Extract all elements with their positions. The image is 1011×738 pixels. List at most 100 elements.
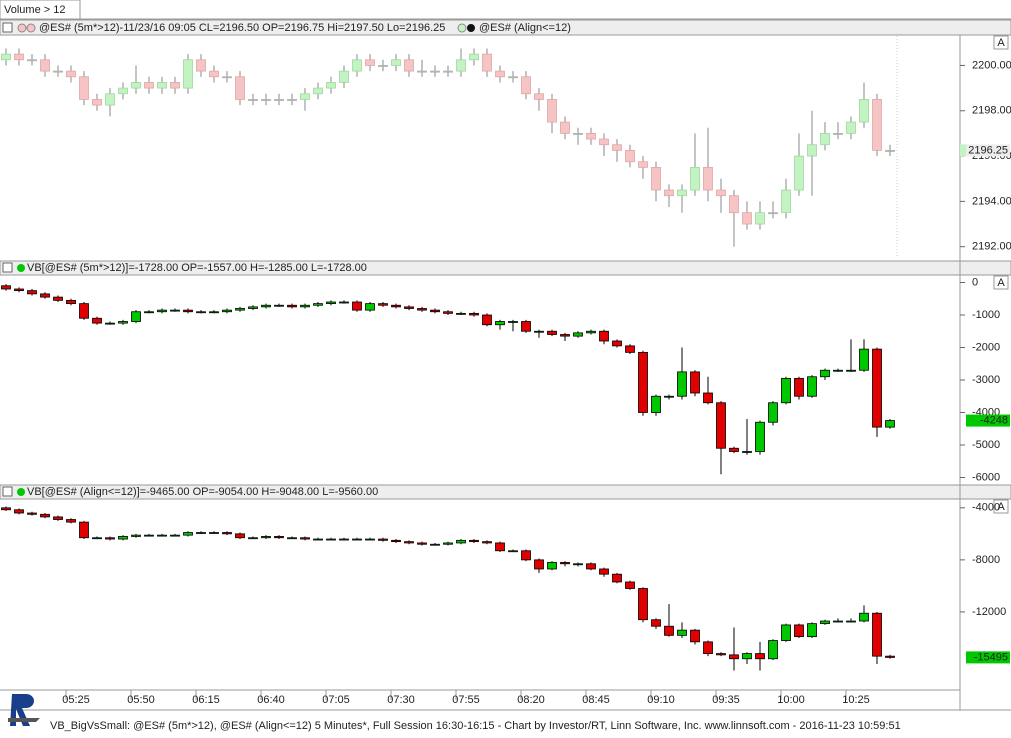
x-tick-label: 09:10: [647, 694, 675, 706]
candle-body: [274, 99, 284, 101]
candle-body: [53, 296, 63, 301]
candle-body: [274, 304, 284, 307]
candle-body: [859, 348, 869, 371]
candle-body: [92, 317, 102, 324]
candle-body: [40, 293, 50, 298]
candle-body: [170, 82, 180, 89]
candle-body: [66, 70, 76, 78]
candle-body: [716, 189, 726, 197]
candle-body: [27, 512, 37, 515]
candle-body: [820, 369, 830, 378]
candle-body: [521, 76, 531, 95]
candle-body: [404, 306, 414, 309]
candle-body: [638, 351, 648, 413]
candle-body: [521, 321, 531, 332]
candle-body: [248, 306, 258, 309]
candle-body: [846, 121, 856, 134]
candle-body: [768, 640, 778, 660]
last-value-label: -4248: [980, 414, 1008, 426]
candle-body: [339, 538, 349, 541]
last-value-tab: [960, 144, 966, 157]
candle-body: [560, 121, 570, 134]
candle-body: [495, 70, 505, 78]
icon: [467, 24, 475, 32]
scale-button-label[interactable]: A: [997, 37, 1005, 49]
icon: [17, 488, 25, 496]
candle-body: [365, 59, 375, 66]
scale-button[interactable]: [993, 275, 1009, 290]
icon: [17, 23, 27, 33]
scale-button[interactable]: [993, 35, 1009, 50]
header: VB[@ES# (5m*>12)]=-1728.00 OP=-1557.00 H…: [27, 262, 367, 274]
candle-body: [625, 149, 635, 163]
close-box[interactable]: [2, 486, 13, 497]
candle-body: [92, 537, 102, 540]
candle-body: [729, 654, 739, 660]
tab-label[interactable]: Volume > 12: [4, 4, 65, 16]
candle-body: [508, 76, 518, 79]
candle-body: [664, 625, 674, 636]
scale-button[interactable]: [993, 499, 1009, 514]
candle-body: [664, 395, 674, 398]
candle-body: [586, 563, 596, 570]
candle-body: [885, 420, 895, 428]
header: @ES# (5m*>12)-11/23/16 09:05 CL=2196.50 …: [39, 22, 445, 34]
candle-body: [534, 93, 544, 100]
candle-body: [833, 369, 843, 372]
icon: [17, 264, 25, 272]
candle-body: [1, 53, 11, 61]
candle-body: [859, 99, 869, 123]
candle-body: [261, 99, 271, 101]
candle-body: [677, 371, 687, 397]
tab[interactable]: [0, 0, 81, 20]
candle-body: [131, 82, 141, 89]
candle-body: [326, 82, 336, 89]
y-tick-label: 2200.00: [972, 59, 1011, 71]
panel-header: [0, 19, 1011, 36]
close-box[interactable]: [2, 262, 13, 273]
candle-body: [690, 371, 700, 394]
candle-body: [755, 421, 765, 452]
x-tick-label: 06:40: [257, 694, 285, 706]
footer: VB_BigVsSmall: @ES# (5m*>12), @ES# (Alig…: [50, 720, 901, 732]
candle-body: [664, 189, 674, 197]
y-tick-label: -1000: [972, 309, 1000, 321]
candle-body: [196, 311, 206, 314]
candle-body: [287, 537, 297, 540]
candle-body: [404, 59, 414, 72]
candle-body: [183, 309, 193, 313]
candle-body: [456, 312, 466, 315]
scale-button-label[interactable]: A: [997, 501, 1005, 513]
x-tick-label: 07:30: [387, 694, 415, 706]
candle-body: [105, 93, 115, 106]
candle-body: [560, 562, 570, 565]
candle-body: [729, 195, 739, 214]
y-tick-label: -6000: [972, 471, 1000, 483]
y-tick-label: -8000: [972, 554, 1000, 566]
x-tick-label: 09:35: [712, 694, 740, 706]
candle-body: [118, 321, 128, 324]
candle-body: [599, 138, 609, 146]
candle-body: [53, 516, 63, 520]
candle-body: [79, 303, 89, 319]
candle-body: [716, 653, 726, 656]
x-tick-label: 06:15: [192, 694, 220, 706]
candle-body: [1, 285, 11, 290]
y-tick-label: -3000: [972, 374, 1000, 386]
candle-body: [521, 550, 531, 561]
y-tick-label: 2194.00: [972, 195, 1011, 207]
candle-body: [690, 629, 700, 643]
candle-body: [573, 563, 583, 566]
candle-body: [157, 309, 167, 313]
candle-body: [573, 133, 583, 135]
candle-body: [144, 534, 154, 537]
candle-body: [742, 212, 752, 225]
close-box[interactable]: [2, 22, 13, 33]
x-tick-label: 05:25: [62, 694, 90, 706]
candle-body: [846, 620, 856, 623]
candle-body: [183, 59, 193, 89]
scale-button-label[interactable]: A: [997, 277, 1005, 289]
candle-body: [378, 303, 388, 306]
candle-body: [469, 312, 479, 316]
